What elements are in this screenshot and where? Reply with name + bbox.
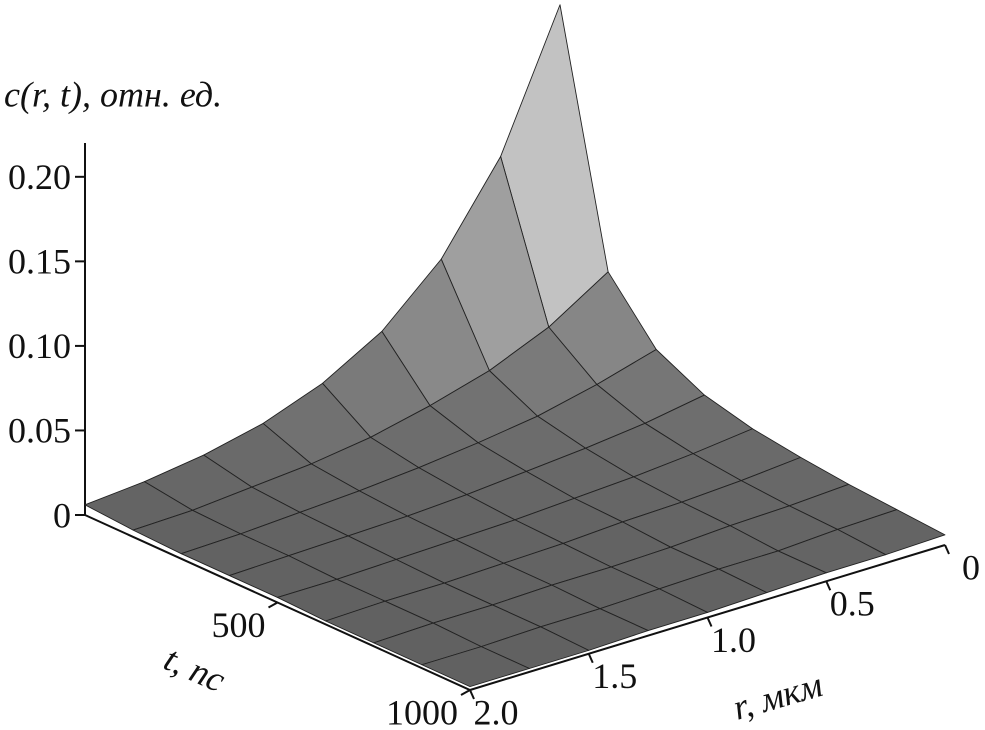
r-tick xyxy=(944,544,950,555)
z-tick-label: 0.05 xyxy=(8,411,71,451)
surface-patch xyxy=(421,646,530,688)
z-tick-label: 0 xyxy=(53,495,71,535)
r-tick-label: 1.5 xyxy=(592,656,637,696)
r-tick-label: 2.0 xyxy=(474,692,519,730)
r-axis-title: r, мкм xyxy=(728,664,826,727)
t-tick-label: 500 xyxy=(212,605,266,645)
z-axis-title: c(r, t), отн. ед. xyxy=(4,74,222,114)
t-tick xyxy=(268,601,278,609)
r-tick xyxy=(825,580,832,591)
z-tick-label: 0.10 xyxy=(8,326,71,366)
r-tick xyxy=(587,653,594,664)
t-tick xyxy=(460,689,471,696)
r-tick-label: 0.5 xyxy=(830,584,875,624)
r-tick-label: 1.0 xyxy=(711,620,756,660)
r-tick-label: 0 xyxy=(962,547,980,587)
r-tick xyxy=(706,617,713,627)
r-tick xyxy=(469,689,475,700)
z-tick-label: 0.20 xyxy=(8,157,71,197)
t-axis-title: t, пс xyxy=(158,638,231,700)
t-tick-label: 1000 xyxy=(386,692,458,730)
z-tick-label: 0.15 xyxy=(8,242,71,282)
